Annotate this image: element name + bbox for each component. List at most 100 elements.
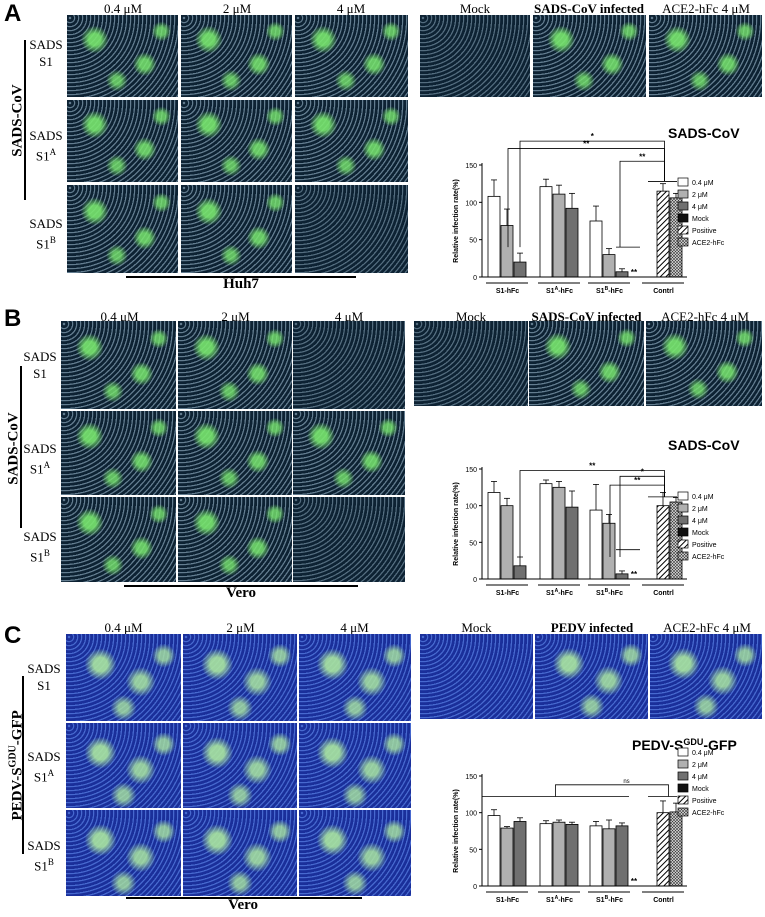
group-label: S1A-hFc bbox=[546, 895, 573, 904]
conc-header: 2 μM bbox=[226, 620, 255, 635]
sig-bracket bbox=[609, 484, 665, 557]
legend-label: 2 μM bbox=[692, 762, 708, 769]
micrograph bbox=[293, 497, 405, 582]
sig-bracket bbox=[555, 784, 669, 797]
micrograph bbox=[178, 321, 292, 409]
micrograph bbox=[295, 100, 408, 182]
micrograph bbox=[183, 723, 297, 808]
sig-bracket bbox=[619, 160, 665, 248]
bar bbox=[487, 492, 501, 580]
micrograph bbox=[414, 321, 528, 406]
micrograph bbox=[178, 497, 292, 582]
y-tick-label: 100 bbox=[465, 200, 477, 207]
group-label: Contrl bbox=[653, 288, 674, 295]
panel-label-c: C bbox=[4, 622, 22, 649]
virus-bracket bbox=[24, 40, 26, 200]
chart-title: SADS-CoV bbox=[668, 437, 740, 453]
conc-header: 2 μM bbox=[221, 309, 250, 324]
cell-bracket bbox=[126, 897, 362, 899]
micrograph bbox=[181, 100, 292, 182]
legend-label: Mock bbox=[692, 216, 709, 223]
bar bbox=[513, 565, 527, 580]
micrograph bbox=[533, 15, 646, 97]
bar-chart: 0 50 100 150 Relative infection rate(%) S1-hF… bbox=[453, 737, 737, 904]
micrograph bbox=[66, 634, 181, 721]
bar bbox=[487, 815, 501, 887]
bar bbox=[552, 821, 566, 887]
conc-header: 2 μM bbox=[222, 1, 252, 16]
chart-title: SADS-CoV bbox=[668, 125, 740, 141]
group-label: Contrl bbox=[653, 590, 674, 597]
significance-mark: ns bbox=[623, 779, 629, 785]
ctrl-header: SADS-CoV infected bbox=[531, 309, 642, 324]
bar bbox=[656, 812, 670, 887]
bar bbox=[539, 823, 553, 887]
group-label: S1B-hFc bbox=[596, 895, 623, 904]
panel-label-b: B bbox=[4, 305, 22, 332]
bar-chart: 0 50 100 150 Relative infection rate(%) S1-hF… bbox=[453, 125, 740, 295]
group-label: S1B-hFc bbox=[596, 588, 623, 597]
y-tick-label: 0 bbox=[473, 884, 477, 891]
bar bbox=[539, 186, 553, 278]
legend-swatch bbox=[677, 237, 689, 247]
legend-label: 4 μM bbox=[692, 774, 708, 781]
row-label: SADS S1A bbox=[29, 128, 63, 164]
bar bbox=[500, 827, 514, 887]
row-label: SADS S1B bbox=[23, 529, 57, 565]
row-label: SADS S1A bbox=[23, 441, 57, 477]
sig-bracket bbox=[507, 148, 665, 248]
conc-header: 4 μM bbox=[334, 309, 364, 324]
virus-label: SADS-CoV bbox=[5, 412, 22, 485]
bar bbox=[589, 509, 603, 580]
bar bbox=[602, 522, 616, 580]
legend-label: ACE2-hFc bbox=[692, 810, 725, 817]
micrograph bbox=[299, 810, 411, 896]
micrograph bbox=[178, 411, 292, 495]
virus-label: SADS-CoV bbox=[9, 84, 26, 157]
cell-bracket bbox=[124, 585, 358, 587]
y-axis-label: Relative infection rate(%) bbox=[453, 179, 460, 263]
legend-swatch bbox=[677, 491, 689, 501]
micrograph bbox=[293, 321, 405, 409]
micrograph bbox=[646, 321, 762, 406]
row-label: SADS S1 bbox=[23, 349, 57, 381]
panel-label-a: A bbox=[4, 0, 22, 27]
y-axis-label: Relative infection rate(%) bbox=[453, 482, 460, 566]
micrograph bbox=[650, 634, 762, 719]
cell-label: Vero bbox=[228, 897, 258, 913]
significance-mark: ** bbox=[589, 461, 596, 470]
bar bbox=[513, 821, 527, 887]
micrograph bbox=[67, 15, 178, 97]
significance-mark: ** bbox=[631, 268, 638, 277]
ctrl-header: Mock bbox=[459, 1, 491, 16]
micrograph bbox=[67, 100, 178, 182]
legend-swatch bbox=[677, 177, 689, 187]
legend-label: 2 μM bbox=[692, 192, 708, 199]
micrograph bbox=[535, 634, 648, 719]
ctrl-header: PEDV infected bbox=[550, 620, 634, 635]
bar bbox=[487, 195, 501, 278]
legend-label: Mock bbox=[692, 530, 709, 537]
y-tick-label: 100 bbox=[465, 504, 477, 511]
bar bbox=[565, 506, 579, 580]
bar bbox=[500, 225, 514, 278]
significance-mark: ** bbox=[631, 570, 638, 579]
legend-label: 0.4 μM bbox=[692, 750, 714, 757]
y-axis-label: Relative infection rate(%) bbox=[453, 789, 460, 873]
y-tick-label: 50 bbox=[469, 847, 477, 854]
legend-label: Positive bbox=[692, 228, 717, 235]
micrograph bbox=[420, 634, 533, 719]
ctrl-header: ACE2-hFc 4 μM bbox=[662, 1, 750, 16]
legend-label: Positive bbox=[692, 798, 717, 805]
row-label: SADS S1 bbox=[29, 37, 63, 69]
bar bbox=[615, 271, 629, 278]
significance-mark: ** bbox=[583, 140, 590, 149]
legend-label: 4 μM bbox=[692, 518, 708, 525]
group-label: S1A-hFc bbox=[546, 588, 573, 597]
legend-label: Mock bbox=[692, 786, 709, 793]
legend-label: ACE2-hFc bbox=[692, 240, 725, 247]
micrograph bbox=[67, 185, 178, 273]
ctrl-header: ACE2-hFc 4 μM bbox=[661, 309, 749, 324]
micrograph bbox=[61, 411, 176, 495]
ctrl-header: Mock bbox=[461, 620, 492, 635]
